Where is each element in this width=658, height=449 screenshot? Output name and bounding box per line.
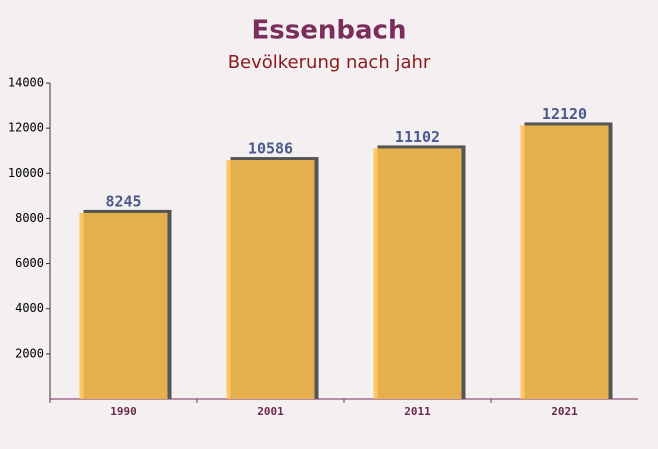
bar <box>79 212 168 399</box>
value-label: 12120 <box>542 105 587 123</box>
y-tick-label: 14000 <box>8 76 44 90</box>
bar <box>520 125 609 399</box>
chart-title: Essenbach <box>252 16 407 46</box>
y-tick-label: 8000 <box>15 211 44 225</box>
y-tick-label: 6000 <box>15 256 44 270</box>
x-tick-label: 2011 <box>404 405 431 418</box>
y-tick-label: 4000 <box>15 301 44 315</box>
y-tick-label: 2000 <box>15 346 44 360</box>
value-label: 8245 <box>105 192 141 210</box>
y-tick-label: 10000 <box>8 166 44 180</box>
x-tick-label: 2001 <box>257 405 284 418</box>
value-label: 10586 <box>248 140 293 158</box>
x-tick-label: 1990 <box>110 405 137 418</box>
value-label: 11102 <box>395 128 440 146</box>
y-tick-label: 12000 <box>8 121 44 135</box>
chart-subtitle: Bevölkerung nach jahr <box>228 52 431 73</box>
x-tick-label: 2021 <box>551 405 578 418</box>
bar <box>226 160 315 399</box>
bar <box>373 148 462 399</box>
